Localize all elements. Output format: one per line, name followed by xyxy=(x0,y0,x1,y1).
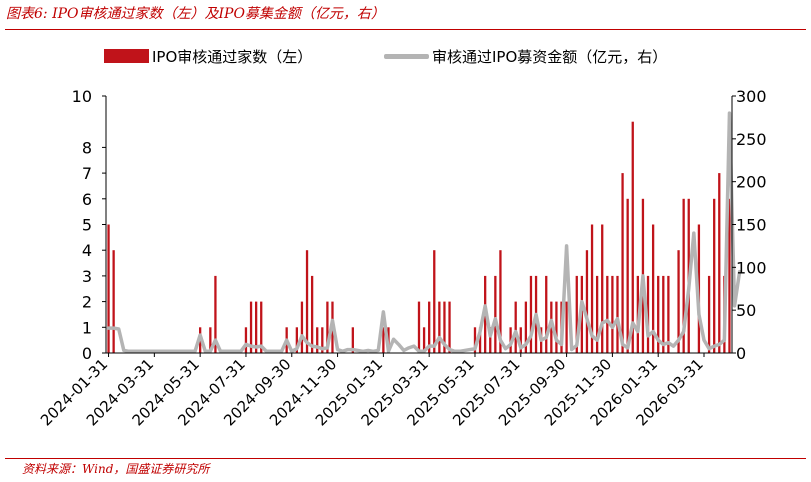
bar xyxy=(295,327,298,353)
legend-item-bars: IPO审核通过家数（左） xyxy=(104,44,312,68)
bar xyxy=(657,275,660,353)
right-axis-tick-label: 250 xyxy=(736,130,767,149)
bar xyxy=(473,327,477,353)
figure-title: 图表6: IPO审核通过家数（左）及IPO募集金额（亿元，右） xyxy=(6,6,385,22)
bar xyxy=(300,301,304,353)
bar xyxy=(575,275,578,353)
bar xyxy=(621,173,624,353)
bar xyxy=(646,275,650,353)
bar xyxy=(428,301,431,353)
chart-axes xyxy=(102,95,736,357)
left-axis-tick-label: 0 xyxy=(82,344,92,363)
left-axis-tick-label: 4 xyxy=(82,241,92,260)
right-axis-tick-label: 50 xyxy=(736,301,756,320)
bar xyxy=(422,327,426,353)
left-axis-tick-label: 10 xyxy=(72,87,92,106)
bar xyxy=(631,121,634,353)
left-axis-tick-label: 2 xyxy=(82,293,92,312)
left-axis-tick-label: 8 xyxy=(82,138,92,157)
bar xyxy=(478,327,482,353)
bar xyxy=(326,301,329,353)
bar xyxy=(590,224,594,353)
title-divider xyxy=(5,29,806,30)
right-axis-tick-label: 150 xyxy=(736,216,767,235)
right-axis-tick-label: 300 xyxy=(736,87,767,106)
right-axis-tick-label: 100 xyxy=(736,258,767,277)
bar xyxy=(682,198,685,353)
bar xyxy=(244,327,248,353)
line-series xyxy=(106,111,742,354)
bar xyxy=(382,327,385,353)
left-axis-tick-label: 7 xyxy=(82,164,92,183)
line-series-path xyxy=(106,111,742,354)
bar xyxy=(254,301,258,353)
right-axis-tick-label: 200 xyxy=(736,173,767,192)
legend-item-line: 审核通过IPO募资金额（亿元，右） xyxy=(384,44,667,68)
bar xyxy=(249,301,253,353)
bar xyxy=(209,327,212,353)
bar-series xyxy=(107,121,731,353)
source-note: 资料来源：Wind，国盛证券研究所 xyxy=(22,462,210,476)
bar xyxy=(489,327,492,353)
bar xyxy=(519,327,522,353)
bar xyxy=(626,198,629,353)
bar xyxy=(718,173,721,353)
bar xyxy=(310,275,314,353)
bar xyxy=(611,275,614,353)
bar xyxy=(433,250,436,353)
left-axis-tick-label: 3 xyxy=(82,267,92,286)
bar xyxy=(112,250,115,353)
bar xyxy=(494,275,497,353)
bar xyxy=(545,275,548,353)
bar xyxy=(728,198,731,353)
bar xyxy=(321,327,324,353)
bar xyxy=(662,275,665,353)
bar xyxy=(514,301,517,353)
bar xyxy=(606,275,609,353)
left-axis-tick-labels: 0 1 2 3 4 5 6 7 8 10 xyxy=(72,87,92,363)
bar xyxy=(305,250,309,353)
bar xyxy=(707,275,711,353)
left-axis-tick-label: 5 xyxy=(82,216,92,235)
chart-legend: IPO审核通过家数（左） 审核通过IPO募资金额（亿元，右） xyxy=(0,44,811,68)
bar xyxy=(499,250,502,353)
bar xyxy=(448,301,451,353)
bar xyxy=(524,301,528,353)
bar xyxy=(438,301,441,353)
bar xyxy=(316,327,319,353)
bar xyxy=(565,301,568,353)
legend-label-line: 审核通过IPO募资金额（亿元，右） xyxy=(432,47,668,66)
bar xyxy=(585,250,589,353)
bar xyxy=(555,301,558,353)
left-axis-tick-label: 1 xyxy=(82,318,92,337)
bar xyxy=(601,224,604,353)
right-axis-tick-label: 0 xyxy=(736,344,746,363)
bar xyxy=(667,275,670,353)
right-axis-tick-labels: 0 50 100 150 200 250 300 xyxy=(736,87,767,363)
bar xyxy=(529,275,533,353)
bar xyxy=(677,250,680,353)
bar-swatch-icon xyxy=(104,49,149,63)
bar xyxy=(713,198,716,353)
combo-chart: 0 1 2 3 4 5 6 7 8 10 0 50 100 150 200 250 300 2024-01-3… xyxy=(37,87,767,429)
footer-divider xyxy=(5,458,806,459)
bar xyxy=(107,224,110,353)
left-axis-tick-label: 6 xyxy=(82,190,92,209)
line-swatch-icon xyxy=(384,53,429,59)
x-axis-tick-labels: 2024-01-312024-03-312024-05-312024-07-31… xyxy=(37,355,707,429)
legend-label-bars: IPO审核通过家数（左） xyxy=(152,47,313,66)
bar xyxy=(651,224,655,353)
bar xyxy=(595,275,599,353)
bar xyxy=(443,301,446,353)
bar xyxy=(260,301,263,353)
bar xyxy=(214,275,217,353)
bar xyxy=(417,301,421,353)
bar xyxy=(351,327,354,353)
bar xyxy=(616,275,619,353)
